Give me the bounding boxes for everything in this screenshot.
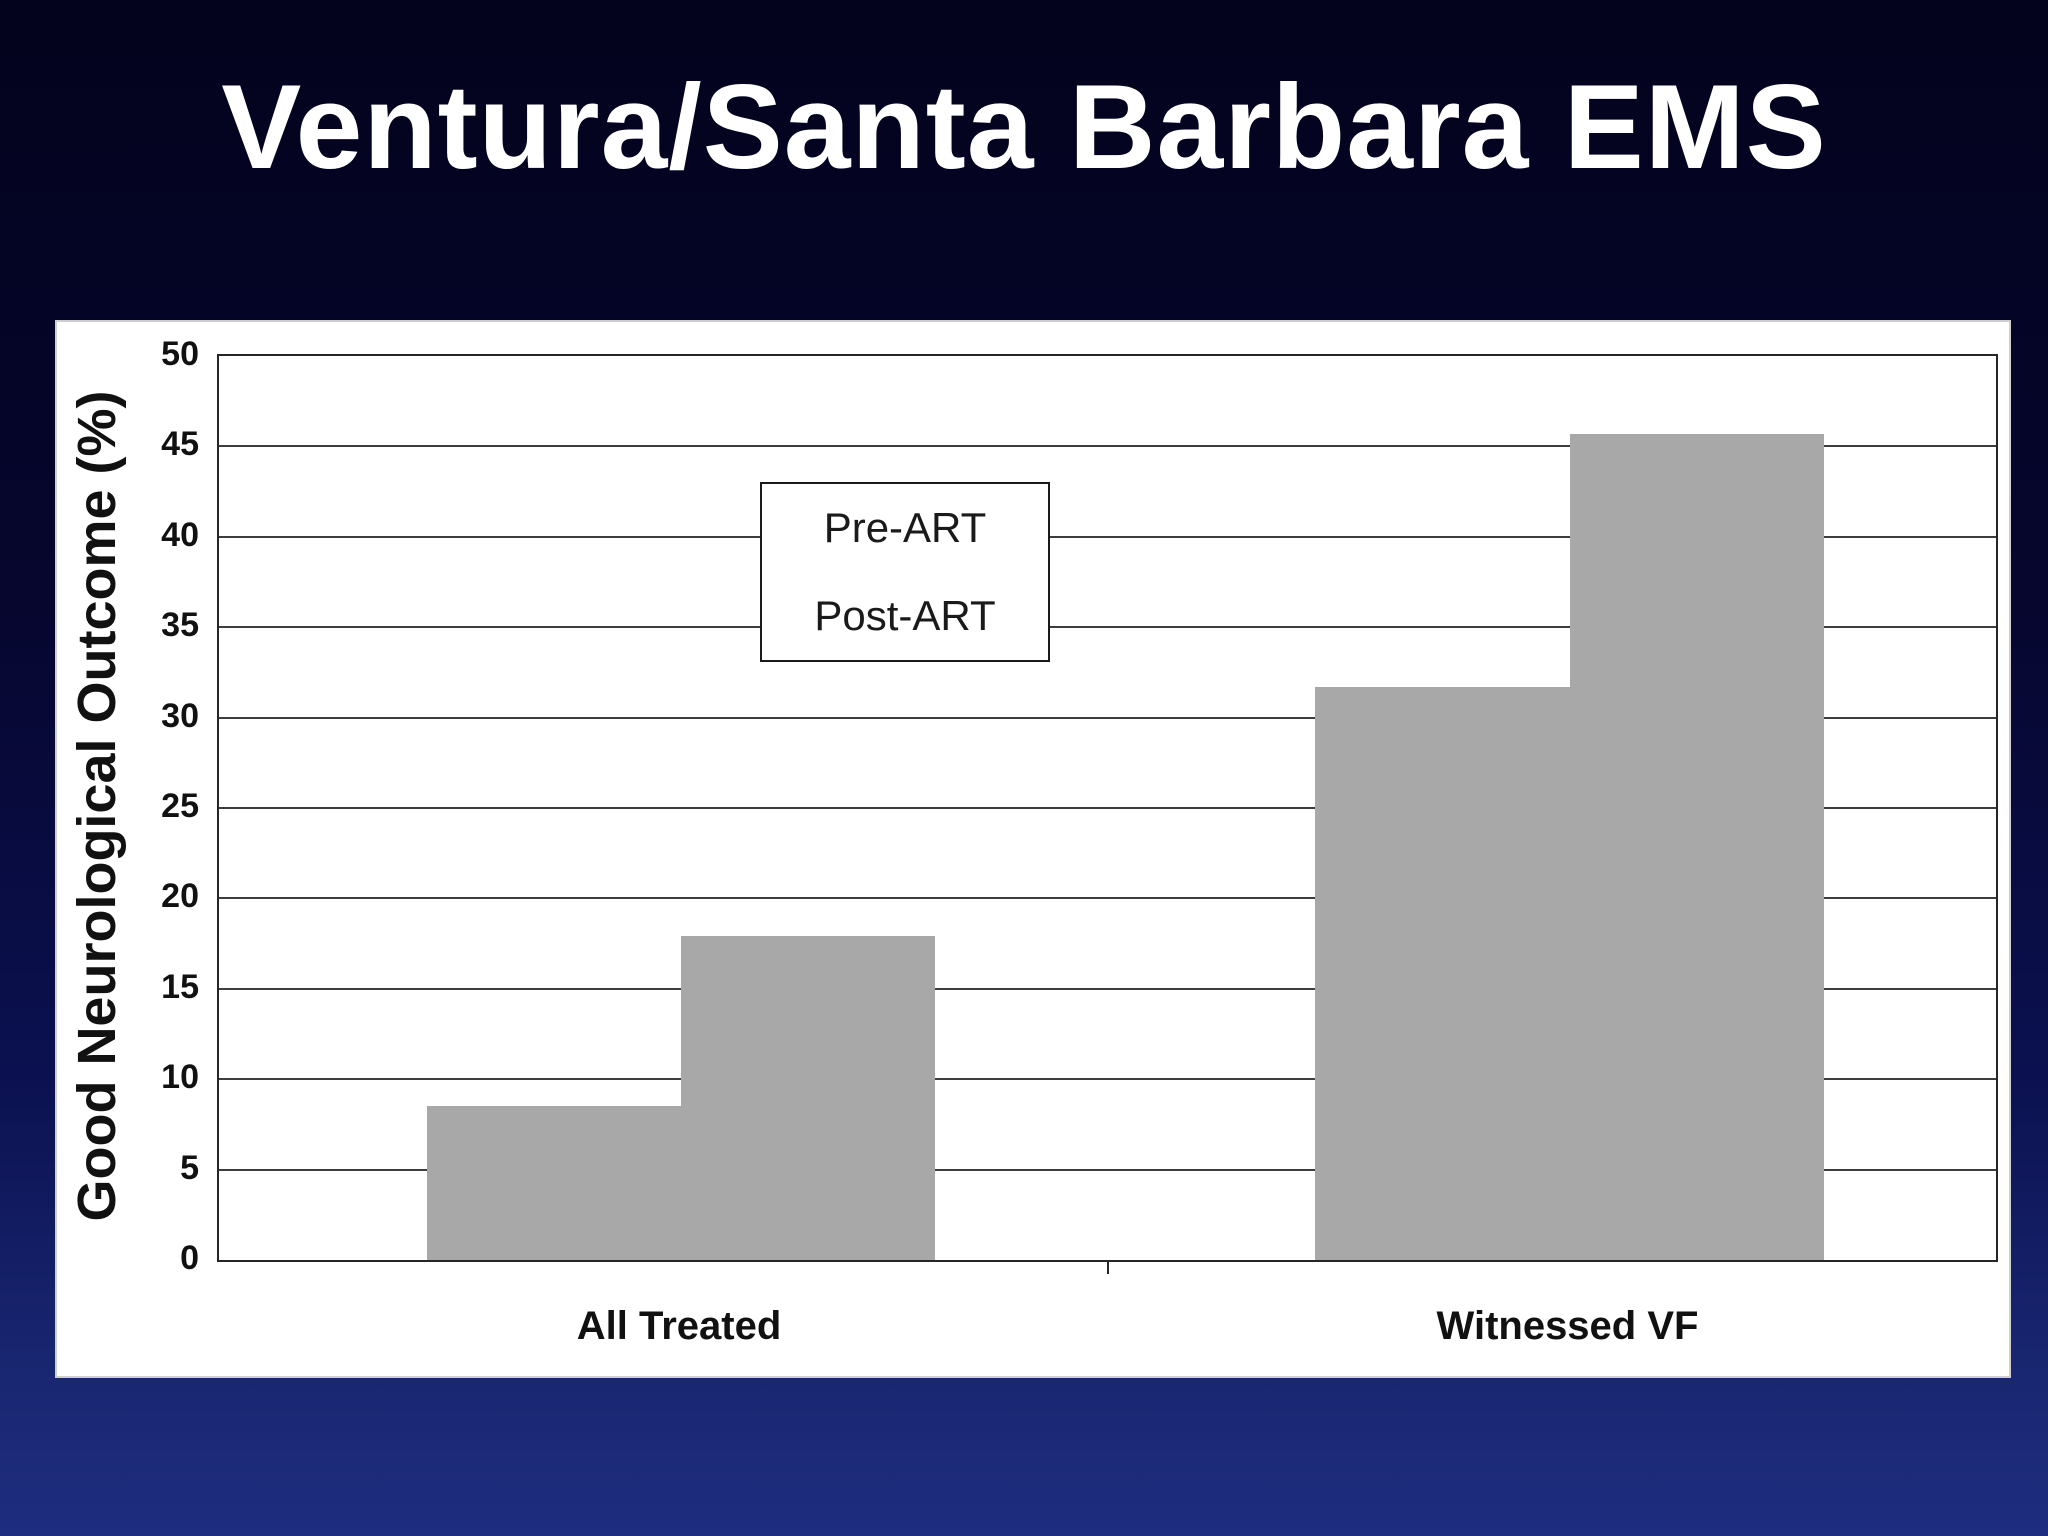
legend-item-post-art: Post-ART [814,592,996,639]
bar-post-art-all-treated [681,936,936,1260]
slide-title: Ventura/Santa Barbara EMS [221,60,1827,194]
y-tick-label-0: 0 [180,1239,199,1277]
x-axis-tick [1106,1262,1109,1274]
gridline-40 [219,535,1996,538]
plot-area: Pre-ART Post-ART [217,354,1998,1274]
y-tick-label-20: 20 [161,877,199,916]
x-category-label-all-treated: All Treated [576,1304,782,1348]
y-tick-label-50: 50 [161,335,199,373]
gridline-30 [219,716,1996,719]
x-category-label-witnessed-vf: Witnessed VF [1436,1304,1699,1348]
gridline-35 [219,626,1996,629]
y-tick-label-5: 5 [180,1148,199,1187]
chart-panel: Good Neurological Outcome (%) 0 5 10 15 20 25… [55,320,2011,1378]
bar-post-art-witnessed-vf [1569,433,1824,1260]
gridline-5 [219,1168,1996,1171]
y-tick-label-30: 30 [161,696,199,735]
gridline-15 [219,987,1996,990]
legend: Pre-ART Post-ART [760,482,1050,662]
gridline-10 [219,1078,1996,1081]
legend-item-pre-art: Pre-ART [823,504,987,551]
y-tick-label-25: 25 [161,787,199,825]
y-tick-label-10: 10 [161,1058,199,1097]
y-tick-label-45: 45 [161,425,199,464]
y-tick-label-35: 35 [161,606,199,645]
y-tick-labels: 0 5 10 15 20 25 30 35 40 45 50 [57,322,207,1376]
bar-pre-art-all-treated [426,1106,682,1260]
bar-pre-art-witnessed-vf [1315,686,1570,1260]
gridline-25 [219,807,1996,809]
y-tick-label-15: 15 [161,967,199,1006]
y-tick-label-40: 40 [161,515,199,554]
gridline-20 [219,897,1996,900]
gridline-45 [219,445,1996,448]
